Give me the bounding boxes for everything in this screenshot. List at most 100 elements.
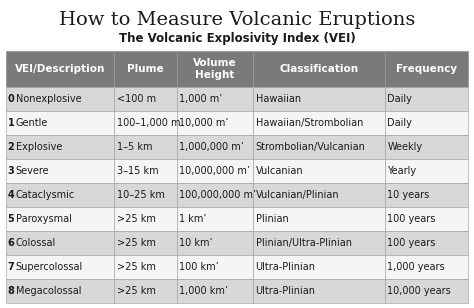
Text: Vulcanian: Vulcanian xyxy=(255,166,303,176)
Text: 10,000 m’: 10,000 m’ xyxy=(179,118,229,128)
Bar xyxy=(177,135,253,159)
Text: 100 years: 100 years xyxy=(387,238,436,248)
Text: Plume: Plume xyxy=(128,64,164,74)
Bar xyxy=(385,111,468,135)
Bar xyxy=(253,51,385,87)
Text: Frequency: Frequency xyxy=(396,64,457,74)
Text: 1,000 years: 1,000 years xyxy=(387,262,445,272)
Bar xyxy=(114,255,177,279)
Text: 10,000 years: 10,000 years xyxy=(387,286,451,296)
Text: >25 km: >25 km xyxy=(117,286,155,296)
Bar xyxy=(114,207,177,231)
Text: Supercolossal: Supercolossal xyxy=(16,262,83,272)
Bar xyxy=(114,111,177,135)
Text: 6: 6 xyxy=(8,238,14,248)
Bar xyxy=(177,159,253,183)
Text: Vulcanian/Plinian: Vulcanian/Plinian xyxy=(255,190,339,200)
Bar xyxy=(114,135,177,159)
Text: Yearly: Yearly xyxy=(387,166,417,176)
Bar xyxy=(253,135,385,159)
Bar xyxy=(6,183,114,207)
Text: 7: 7 xyxy=(8,262,14,272)
Bar xyxy=(385,159,468,183)
Text: Volume
Height: Volume Height xyxy=(193,58,237,80)
Bar xyxy=(6,255,114,279)
Text: 10 years: 10 years xyxy=(387,190,429,200)
Bar xyxy=(253,159,385,183)
Text: How to Measure Volcanic Eruptions: How to Measure Volcanic Eruptions xyxy=(59,11,415,29)
Bar xyxy=(177,279,253,303)
Text: Classification: Classification xyxy=(280,64,359,74)
Text: Daily: Daily xyxy=(387,118,412,128)
Text: Ultra-Plinian: Ultra-Plinian xyxy=(255,286,316,296)
Bar xyxy=(114,87,177,111)
Bar xyxy=(177,255,253,279)
Text: 10–25 km: 10–25 km xyxy=(117,190,164,200)
Bar xyxy=(114,51,177,87)
Bar xyxy=(114,183,177,207)
Bar xyxy=(253,87,385,111)
Text: Plinian/Ultra-Plinian: Plinian/Ultra-Plinian xyxy=(255,238,352,248)
Text: Hawaiian/Strombolian: Hawaiian/Strombolian xyxy=(255,118,363,128)
Bar xyxy=(6,231,114,255)
Text: 100–1,000 m: 100–1,000 m xyxy=(117,118,180,128)
Bar xyxy=(6,279,114,303)
Bar xyxy=(6,135,114,159)
Text: Explosive: Explosive xyxy=(16,142,62,152)
Bar xyxy=(385,87,468,111)
Text: 2: 2 xyxy=(8,142,14,152)
Text: Cataclysmic: Cataclysmic xyxy=(16,190,75,200)
Bar xyxy=(6,159,114,183)
Text: Colossal: Colossal xyxy=(16,238,56,248)
Text: 0: 0 xyxy=(8,94,14,104)
Bar xyxy=(6,207,114,231)
Text: 8: 8 xyxy=(8,286,15,296)
Bar xyxy=(177,231,253,255)
Text: 100 years: 100 years xyxy=(387,214,436,224)
Text: Plinian: Plinian xyxy=(255,214,288,224)
Text: 1 km’: 1 km’ xyxy=(179,214,207,224)
Bar xyxy=(253,183,385,207)
Bar xyxy=(177,51,253,87)
Text: 1,000 m’: 1,000 m’ xyxy=(179,94,223,104)
Text: <100 m: <100 m xyxy=(117,94,156,104)
Text: 100,000,000 m’: 100,000,000 m’ xyxy=(179,190,256,200)
Text: Daily: Daily xyxy=(387,94,412,104)
Bar xyxy=(385,255,468,279)
Text: 5: 5 xyxy=(8,214,14,224)
Bar xyxy=(114,231,177,255)
Text: Ultra-Plinian: Ultra-Plinian xyxy=(255,262,316,272)
Bar xyxy=(6,51,114,87)
Text: Weekly: Weekly xyxy=(387,142,422,152)
Bar xyxy=(177,183,253,207)
Bar xyxy=(6,87,114,111)
Bar xyxy=(385,51,468,87)
Text: >25 km: >25 km xyxy=(117,238,155,248)
Text: Severe: Severe xyxy=(16,166,49,176)
Bar xyxy=(253,279,385,303)
Bar xyxy=(253,111,385,135)
Bar xyxy=(114,279,177,303)
Text: 3: 3 xyxy=(8,166,14,176)
Bar xyxy=(114,159,177,183)
Bar xyxy=(253,207,385,231)
Text: Strombolian/Vulcanian: Strombolian/Vulcanian xyxy=(255,142,365,152)
Text: 1–5 km: 1–5 km xyxy=(117,142,152,152)
Bar xyxy=(385,183,468,207)
Text: 4: 4 xyxy=(8,190,14,200)
Text: 1,000,000 m’: 1,000,000 m’ xyxy=(179,142,244,152)
Text: >25 km: >25 km xyxy=(117,262,155,272)
Text: >25 km: >25 km xyxy=(117,214,155,224)
Text: 100 km’: 100 km’ xyxy=(179,262,219,272)
Text: 1: 1 xyxy=(8,118,14,128)
Bar xyxy=(177,207,253,231)
Text: Gentle: Gentle xyxy=(16,118,48,128)
Text: Paroxysmal: Paroxysmal xyxy=(16,214,72,224)
Bar xyxy=(6,111,114,135)
Text: 1,000 km’: 1,000 km’ xyxy=(179,286,228,296)
Bar xyxy=(253,255,385,279)
Text: Nonexplosive: Nonexplosive xyxy=(16,94,81,104)
Bar xyxy=(385,279,468,303)
Bar xyxy=(385,231,468,255)
Bar xyxy=(385,135,468,159)
